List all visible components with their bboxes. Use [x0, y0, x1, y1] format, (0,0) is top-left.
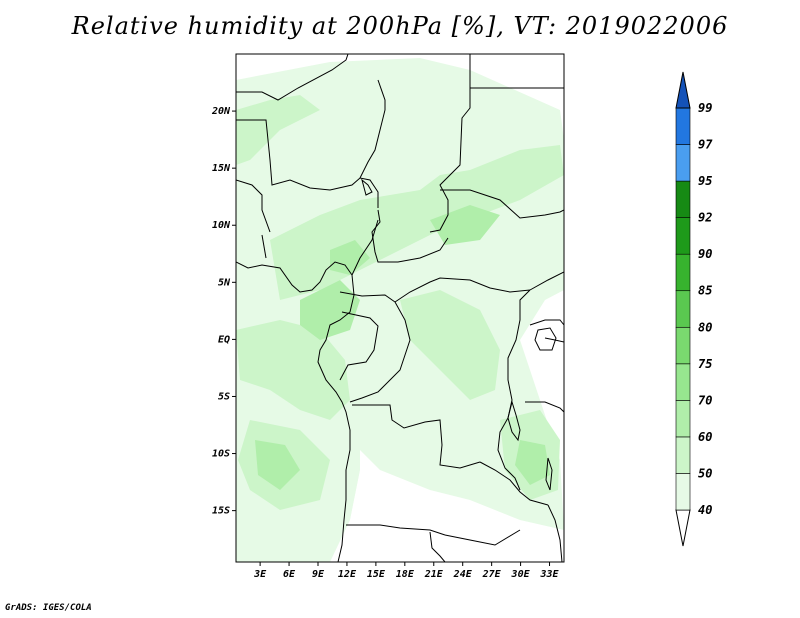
colorbar-level-label: 99: [698, 101, 712, 115]
lon-tick-label: 18E: [396, 569, 415, 580]
country-borders: [236, 54, 564, 562]
lake-victoria: [534, 327, 557, 351]
grads-credit: GrADS: IGES/COLA: [5, 603, 92, 613]
colorbar-segment: [675, 400, 691, 438]
lat-tick-label: EQ: [218, 334, 230, 345]
lon-tick-label: 33E: [539, 569, 559, 580]
colorbar-segment: [675, 217, 691, 255]
colorbar-segment: [675, 363, 691, 401]
lat-tick-label: 5S: [218, 391, 230, 402]
border-mauritania-mali: [236, 179, 271, 233]
lon-tick-label: 6E: [283, 569, 296, 580]
border-sudan-ssudan: [440, 189, 564, 219]
border-ssudan-ethiopia: [529, 271, 564, 291]
latitude-axis: 20N 15N 10N 5N EQ 5S 10S 15S: [211, 106, 236, 517]
border-tanzania: [525, 401, 564, 413]
colorbar-level-label: 85: [698, 284, 712, 298]
border-drc-angola: [352, 404, 481, 469]
border-car-drc: [394, 277, 531, 303]
colorbar-level-label: 97: [698, 138, 713, 152]
border-ghana: [261, 234, 267, 259]
colorbar: 40 50 60 70 75 80 85 90 92 95 97 99: [675, 71, 713, 547]
colorbar-level-label: 70: [698, 393, 712, 407]
colorbar-level-label: 95: [698, 174, 712, 188]
colorbar-segment: [675, 473, 691, 511]
border-angola-namibia: [346, 524, 446, 536]
colorbar-high-triangle: [675, 71, 691, 109]
colorbar-level-label: 50: [698, 466, 712, 480]
lat-tick-label: 10S: [212, 449, 230, 460]
lake-tanganyika: [507, 400, 521, 442]
lat-tick-label: 15N: [212, 163, 231, 174]
colorbar-segment: [675, 436, 691, 474]
lake-malawi: [545, 457, 553, 491]
border-nigeria-cameroon: [351, 219, 379, 276]
lon-tick-label: 27E: [482, 569, 502, 580]
border-uganda: [529, 319, 564, 326]
colorbar-segment: [675, 107, 691, 145]
lat-tick-label: 20N: [211, 106, 231, 117]
humidity-shading: [236, 54, 564, 562]
border-drc-east: [497, 289, 531, 491]
colorbar-level-label: 92: [698, 211, 712, 225]
colorbar-level-label: 80: [698, 320, 712, 334]
lake-chad: [361, 178, 373, 196]
border-chad-car: [371, 209, 449, 263]
border-congo-drc: [349, 301, 411, 403]
lon-tick-label: 12E: [338, 569, 357, 580]
lat-tick-label: 10N: [212, 220, 231, 231]
border-zambia-zimbabwe: [444, 529, 521, 546]
border-mozambique: [547, 504, 563, 562]
lat-tick-label: 15S: [212, 506, 230, 517]
lon-tick-label: 15E: [367, 569, 386, 580]
colorbar-low-triangle: [675, 509, 691, 547]
border-namibia-botswana: [429, 531, 446, 562]
lon-tick-label: 30E: [511, 569, 531, 580]
border-libya-egypt: [429, 54, 471, 233]
colorbar-level-label: 90: [698, 247, 712, 261]
lon-tick-label: 24E: [453, 569, 473, 580]
colorbar-level-label: 75: [698, 357, 712, 371]
longitude-axis: 3E 6E 9E 12E 15E 18E 21E 24E 27E 30E 33E: [253, 562, 560, 580]
border-niger-chad: [236, 119, 379, 208]
colorbar-segment: [675, 326, 691, 365]
colorbar-segment: [675, 180, 691, 218]
lon-tick-label: 9E: [312, 569, 325, 580]
colorbar-segment: [675, 253, 691, 292]
colorbar-level-label: 40: [698, 503, 712, 517]
border-libya-chad: [359, 79, 386, 179]
map-frame: [235, 53, 565, 563]
colorbar-segment: [675, 290, 691, 328]
border-sahara: [236, 54, 349, 101]
colorbar-level-label: 60: [698, 430, 712, 444]
border-zambia: [479, 461, 549, 506]
lon-tick-label: 21E: [424, 569, 444, 580]
map-title: Relative humidity at 200hPa [%], VT: 201…: [71, 12, 729, 40]
border-gabon-congo: [339, 311, 379, 381]
colorbar-segment: [675, 144, 691, 182]
border-cameroon-car: [339, 291, 396, 303]
lat-tick-label: 5N: [218, 277, 231, 288]
lon-tick-label: 3E: [253, 569, 267, 580]
coastline-west-africa: [236, 261, 355, 562]
